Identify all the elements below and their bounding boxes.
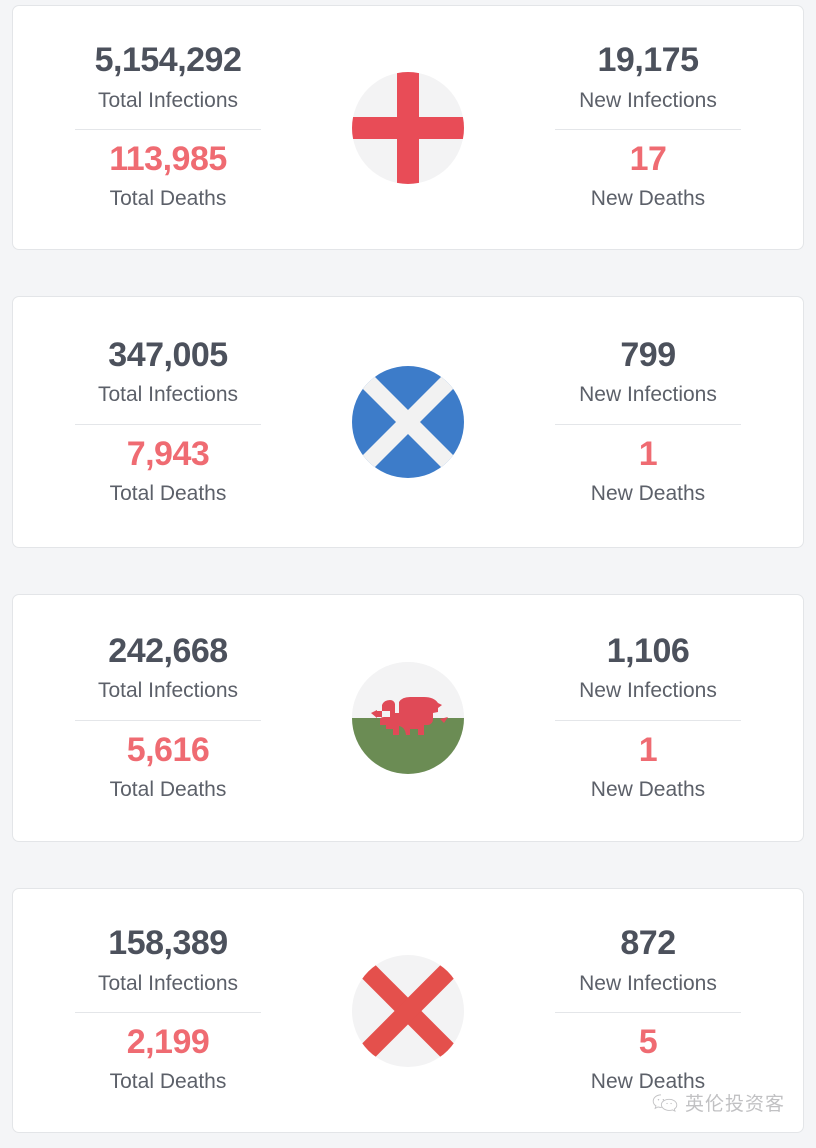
flag-column	[313, 71, 503, 184]
total-infections-label: Total Infections	[97, 88, 239, 112]
region-card-northern-ireland[interactable]: 158,389 Total Infections 2,199 Total Dea…	[12, 888, 804, 1133]
new-infections-label: New Infections	[579, 679, 717, 702]
total-infections-value: 242,668	[108, 631, 228, 670]
total-infections-value: 347,005	[108, 335, 228, 374]
total-infections-block: 158,389 Total Infections	[23, 923, 313, 999]
new-deaths-value: 1	[638, 434, 658, 473]
stat-divider	[75, 1012, 261, 1013]
new-deaths-block: 5 New Deaths	[503, 1022, 793, 1098]
total-deaths-label: Total Deaths	[109, 187, 227, 211]
flag-column	[313, 366, 503, 478]
total-infections-block: 347,005 Total Infections	[23, 335, 313, 411]
region-card-scotland[interactable]: 347,005 Total Infections 7,943 Total Dea…	[12, 296, 804, 548]
stat-divider	[555, 1012, 741, 1013]
new-deaths-block: 1 New Deaths	[503, 730, 793, 806]
scotland-flag-icon	[352, 366, 464, 478]
total-infections-value: 5,154,292	[94, 41, 242, 80]
northern-ireland-flag-icon	[352, 954, 464, 1067]
new-stats-column: 1,106 New Infections 1 New Deaths	[503, 631, 793, 805]
new-infections-value: 872	[620, 924, 676, 963]
total-stats-column: 158,389 Total Infections 2,199 Total Dea…	[23, 923, 313, 1097]
new-infections-label: New Infections	[579, 383, 717, 406]
total-infections-block: 242,668 Total Infections	[23, 631, 313, 707]
new-infections-label: New Infections	[579, 971, 717, 995]
new-stats-column: 19,175 New Infections 17 New Deaths	[503, 40, 793, 214]
new-infections-value: 1,106	[606, 631, 690, 670]
flag-cross-vertical	[397, 71, 419, 184]
total-infections-label: Total Infections	[97, 971, 239, 995]
total-deaths-value: 2,199	[126, 1023, 210, 1061]
new-deaths-block: 1 New Deaths	[503, 434, 793, 510]
england-flag-icon	[352, 71, 464, 184]
new-stats-column: 799 New Infections 1 New Deaths	[503, 335, 793, 509]
stat-divider	[555, 719, 741, 721]
new-infections-block: 1,106 New Infections	[503, 631, 793, 707]
new-deaths-block: 17 New Deaths	[503, 139, 793, 215]
stat-divider	[75, 719, 261, 721]
region-card-wales[interactable]: 242,668 Total Infections 5,616 Total Dea…	[12, 594, 804, 842]
stat-divider	[75, 129, 261, 130]
stat-divider	[75, 423, 261, 425]
new-deaths-label: New Deaths	[590, 777, 706, 801]
total-deaths-value: 113,985	[109, 140, 227, 178]
new-infections-block: 799 New Infections	[503, 335, 793, 411]
new-stats-column: 872 New Infections 5 New Deaths	[503, 923, 793, 1097]
total-stats-column: 5,154,292 Total Infections 113,985 Total…	[23, 40, 313, 214]
new-deaths-label: New Deaths	[590, 187, 706, 211]
total-deaths-value: 5,616	[126, 730, 210, 769]
wales-flag-icon	[352, 662, 464, 774]
total-deaths-block: 7,943 Total Deaths	[23, 434, 313, 510]
region-card-england[interactable]: 5,154,292 Total Infections 113,985 Total…	[12, 5, 804, 250]
new-deaths-value: 17	[629, 140, 667, 178]
total-deaths-label: Total Deaths	[109, 1070, 227, 1094]
new-infections-value: 799	[620, 335, 676, 374]
new-infections-block: 19,175 New Infections	[503, 40, 793, 116]
total-deaths-block: 2,199 Total Deaths	[23, 1022, 313, 1098]
flag-column	[313, 954, 503, 1067]
new-infections-value: 19,175	[597, 41, 700, 80]
new-deaths-value: 5	[638, 1023, 658, 1061]
total-stats-column: 347,005 Total Infections 7,943 Total Dea…	[23, 335, 313, 509]
flag-column	[313, 662, 503, 774]
new-infections-block: 872 New Infections	[503, 923, 793, 999]
new-deaths-value: 1	[638, 730, 658, 769]
welsh-dragon-icon	[371, 697, 448, 735]
total-deaths-label: Total Deaths	[109, 481, 227, 505]
total-infections-value: 158,389	[108, 924, 228, 963]
total-deaths-value: 7,943	[126, 434, 210, 473]
stat-divider	[555, 129, 741, 130]
total-infections-block: 5,154,292 Total Infections	[23, 40, 313, 116]
total-stats-column: 242,668 Total Infections 5,616 Total Dea…	[23, 631, 313, 805]
new-infections-label: New Infections	[579, 88, 717, 112]
total-infections-label: Total Infections	[97, 679, 239, 702]
total-infections-label: Total Infections	[97, 383, 239, 406]
new-deaths-label: New Deaths	[590, 481, 706, 505]
stat-divider	[555, 423, 741, 425]
new-deaths-label: New Deaths	[590, 1070, 706, 1094]
total-deaths-block: 113,985 Total Deaths	[23, 139, 313, 215]
total-deaths-label: Total Deaths	[109, 777, 227, 801]
total-deaths-block: 5,616 Total Deaths	[23, 730, 313, 806]
